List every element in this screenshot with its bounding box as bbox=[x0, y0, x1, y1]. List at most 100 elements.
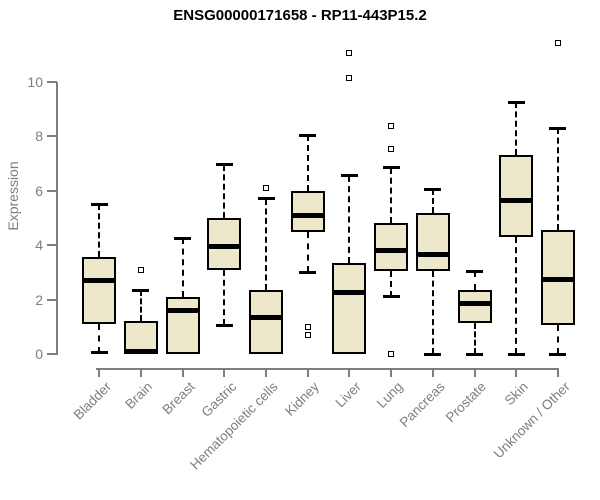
x-tick bbox=[556, 370, 559, 377]
box bbox=[457, 290, 492, 323]
x-tick-label-skin: Skin bbox=[501, 379, 531, 409]
upper-whisker-cap bbox=[90, 202, 108, 206]
x-tick-label-pancreas: Pancreas bbox=[396, 379, 448, 430]
median-line bbox=[332, 290, 367, 296]
upper-whisker bbox=[515, 102, 518, 156]
chart-title: ENSG00000171658 - RP11-443P15.2 bbox=[173, 7, 427, 24]
upper-whisker-cap bbox=[549, 126, 567, 130]
x-tick bbox=[139, 370, 142, 377]
x-tick bbox=[390, 370, 393, 377]
x-tick bbox=[431, 370, 434, 377]
y-tick-label: 0 bbox=[35, 346, 43, 362]
lower-whisker bbox=[473, 322, 476, 354]
y-tick-label: 6 bbox=[35, 182, 43, 199]
x-tick bbox=[348, 370, 351, 377]
median-line bbox=[457, 301, 492, 307]
y-tick bbox=[47, 353, 57, 355]
box bbox=[290, 190, 325, 232]
upper-whisker-cap bbox=[174, 236, 192, 240]
outlier-point bbox=[388, 122, 395, 129]
upper-whisker bbox=[473, 271, 476, 291]
lower-whisker-cap bbox=[215, 323, 233, 327]
y-tick-label: 8 bbox=[35, 128, 43, 145]
box bbox=[499, 155, 534, 238]
upper-whisker bbox=[265, 198, 267, 291]
median-line bbox=[82, 278, 117, 284]
x-tick-label-bladder: Bladder bbox=[70, 379, 114, 423]
x-tick-label-gastric: Gastric bbox=[198, 379, 239, 420]
x-tick-label-kidney: Kidney bbox=[282, 379, 323, 419]
upper-whisker bbox=[390, 167, 393, 224]
lower-whisker bbox=[98, 324, 101, 353]
box bbox=[123, 321, 158, 354]
upper-whisker bbox=[181, 238, 184, 297]
outlier-point bbox=[304, 323, 311, 330]
lower-whisker bbox=[223, 269, 226, 326]
upper-whisker bbox=[98, 204, 101, 258]
outlier-point bbox=[346, 50, 353, 57]
box bbox=[415, 212, 450, 272]
x-tick-label-prostate: Prostate bbox=[442, 379, 490, 426]
lower-whisker-cap bbox=[549, 352, 567, 356]
upper-whisker-cap bbox=[424, 187, 442, 191]
y-tick bbox=[47, 298, 57, 301]
y-tick bbox=[47, 244, 57, 247]
median-line bbox=[165, 307, 200, 313]
upper-whisker-cap bbox=[466, 269, 483, 273]
x-tick-label-breast: Breast bbox=[159, 379, 198, 418]
outlier-point bbox=[346, 74, 353, 81]
upper-whisker bbox=[556, 128, 559, 231]
x-tick-label-liver: Liver bbox=[332, 379, 365, 411]
x-tick bbox=[181, 370, 184, 377]
y-tick bbox=[47, 189, 57, 192]
box bbox=[374, 223, 409, 272]
lower-whisker-cap bbox=[466, 352, 483, 356]
box bbox=[82, 257, 117, 325]
x-tick bbox=[223, 370, 226, 377]
upper-whisker bbox=[348, 175, 351, 263]
upper-whisker-cap bbox=[299, 133, 317, 137]
x-tick bbox=[515, 370, 518, 377]
x-tick bbox=[98, 370, 101, 377]
median-line bbox=[290, 212, 325, 218]
x-tick bbox=[473, 370, 476, 377]
x-tick bbox=[265, 370, 267, 377]
x-tick bbox=[306, 370, 309, 377]
upper-whisker bbox=[431, 189, 434, 213]
upper-whisker bbox=[139, 290, 142, 322]
upper-whisker-cap bbox=[257, 197, 275, 201]
box bbox=[165, 296, 200, 354]
outlier-point bbox=[137, 266, 144, 273]
x-tick-label-brain: Brain bbox=[122, 379, 156, 412]
outlier-point bbox=[304, 331, 311, 338]
x-tick-label-lung: Lung bbox=[373, 379, 406, 411]
upper-whisker-cap bbox=[382, 166, 400, 170]
lower-whisker-cap bbox=[299, 270, 317, 274]
median-line bbox=[540, 276, 575, 282]
median-line bbox=[249, 314, 283, 320]
median-line bbox=[207, 244, 242, 250]
upper-whisker bbox=[306, 135, 309, 191]
outlier-point bbox=[554, 39, 561, 46]
x-tick-label-unknown-other: Unknown / Other bbox=[490, 379, 573, 462]
box bbox=[332, 262, 367, 354]
x-axis-line bbox=[96, 368, 559, 370]
y-tick-label: 2 bbox=[35, 291, 43, 308]
median-line bbox=[415, 252, 450, 258]
lower-whisker bbox=[306, 231, 309, 273]
upper-whisker-cap bbox=[215, 163, 233, 167]
outlier-point bbox=[388, 351, 395, 357]
median-line bbox=[123, 348, 158, 354]
lower-whisker-cap bbox=[507, 352, 525, 356]
upper-whisker-cap bbox=[340, 174, 358, 178]
outlier-point bbox=[263, 185, 269, 192]
lower-whisker bbox=[515, 237, 518, 354]
lower-whisker-cap bbox=[382, 295, 400, 299]
y-tick-label: 10 bbox=[27, 74, 43, 90]
lower-whisker bbox=[431, 271, 434, 354]
upper-whisker bbox=[223, 164, 226, 218]
y-tick bbox=[47, 81, 57, 83]
lower-whisker bbox=[390, 271, 393, 297]
y-axis-line bbox=[56, 82, 58, 355]
